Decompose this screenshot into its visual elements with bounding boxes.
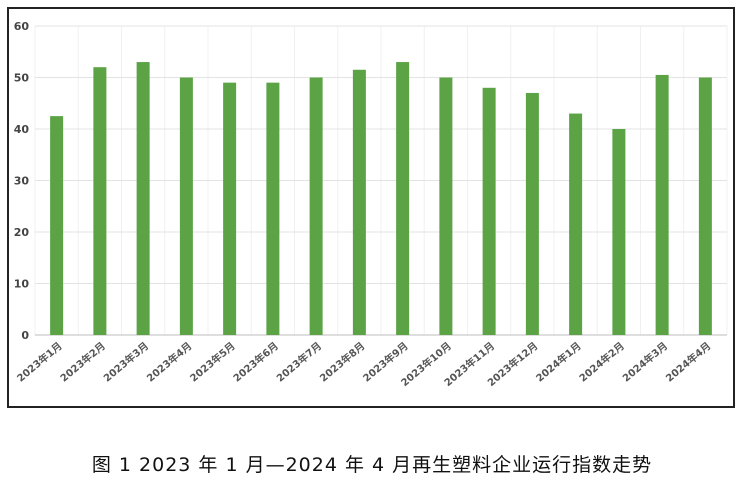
x-tick-label: 2024年1月	[533, 339, 583, 384]
bar	[525, 92, 539, 335]
bar	[179, 77, 193, 335]
bar	[309, 77, 323, 335]
bar	[396, 62, 410, 336]
bar	[612, 129, 626, 335]
bar	[266, 82, 280, 336]
chart-frame: 0 10 20 30 40 50 60 2023年1月 2023年2月 2023年3月 2023年4…	[7, 7, 735, 408]
x-tick-label: 2024年2月	[576, 339, 626, 384]
x-tick-label: 2024年4月	[663, 339, 713, 384]
y-tick-label: 20	[14, 226, 30, 239]
x-tick-label: 2023年5月	[187, 339, 237, 384]
x-tick-label: 2023年2月	[57, 339, 107, 384]
x-tick-label: 2023年8月	[317, 339, 367, 384]
bar	[569, 113, 583, 335]
x-tick-label: 2024年3月	[620, 339, 670, 384]
x-tick-label: 2023年1月	[14, 339, 64, 384]
bar	[698, 77, 712, 335]
x-tick-label: 2023年7月	[274, 339, 324, 384]
bar	[223, 82, 237, 336]
bar	[655, 74, 669, 336]
bar	[482, 87, 496, 335]
y-tick-label: 40	[14, 123, 30, 136]
figure-caption: 图 1 2023 年 1 月—2024 年 4 月再生塑料企业运行指数走势	[91, 454, 653, 476]
bar	[136, 62, 150, 336]
x-tick-label: 2023年3月	[101, 339, 151, 384]
bar	[439, 77, 453, 335]
x-tick-label: 2023年6月	[230, 339, 280, 384]
bar	[93, 67, 107, 335]
bar	[352, 69, 366, 336]
x-tick-label: 2023年4月	[144, 339, 194, 384]
y-tick-label: 0	[21, 329, 29, 342]
y-tick-label: 50	[14, 72, 30, 85]
bar-chart: 0 10 20 30 40 50 60 2023年1月2023年2月2023年3月2023年4…	[14, 20, 728, 389]
y-tick-label: 10	[14, 278, 30, 291]
y-tick-label: 60	[14, 20, 30, 33]
bar	[50, 116, 64, 335]
y-tick-label: 30	[14, 175, 30, 188]
